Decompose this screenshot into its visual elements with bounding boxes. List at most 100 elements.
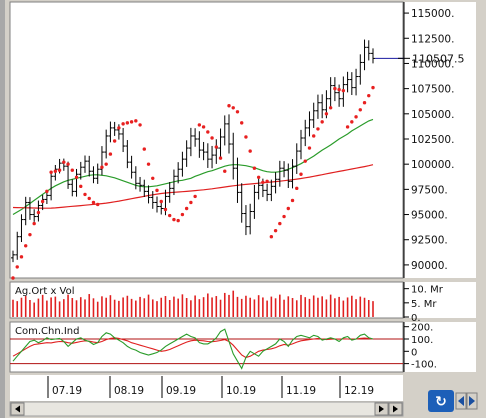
parabolic-sar-dot xyxy=(159,199,163,204)
ohlc-bar xyxy=(299,129,303,160)
parabolic-sar-dot xyxy=(197,123,202,127)
ohlc-bar xyxy=(328,77,333,108)
ohlc-bar xyxy=(112,121,117,136)
ohlc-bar xyxy=(176,162,181,184)
time-axis-label: 08.19 xyxy=(114,385,144,397)
moving-average-line-1 xyxy=(12,118,374,216)
parabolic-sar-dot xyxy=(32,221,36,226)
ohlc-bar xyxy=(231,132,236,180)
scroll-end-button[interactable] xyxy=(388,402,403,416)
window-left-edge xyxy=(0,0,5,418)
parabolic-sar-dot xyxy=(180,212,185,217)
ohlc-bar xyxy=(146,185,151,204)
ohlc-bar xyxy=(74,168,79,197)
ohlc-bar xyxy=(188,127,193,157)
ohlc-bar xyxy=(201,141,206,161)
parabolic-sar-dot xyxy=(155,188,159,193)
cci-y-axis: 200.100.0 -100. xyxy=(404,323,437,371)
ohlc-bar xyxy=(307,111,312,137)
price-y-tick-label: 115000. xyxy=(411,8,454,20)
parabolic-sar-dot xyxy=(278,221,282,226)
ohlc-bar xyxy=(290,159,295,189)
ohlc-bar xyxy=(23,196,28,226)
price-y-tick-label: 105000. xyxy=(411,109,454,121)
parabolic-sar-dot xyxy=(74,175,79,179)
parabolic-sar-dot xyxy=(371,85,375,90)
parabolic-sar-dot xyxy=(70,168,74,172)
scroll-right-button[interactable] xyxy=(374,402,389,416)
price-y-tick-label: 107500. xyxy=(411,84,454,96)
parabolic-sar-dot xyxy=(316,127,320,131)
ohlc-bar xyxy=(354,68,359,96)
cci-y-tick-label: 0 xyxy=(411,347,417,358)
price-y-tick-label: 97500. xyxy=(411,184,448,196)
arrow-left-icon xyxy=(15,405,20,413)
ohlc-bar xyxy=(99,146,104,176)
volume-bars xyxy=(12,290,374,317)
volume-y-tick-label: 5. Mr xyxy=(411,299,437,310)
nav-right-icon xyxy=(469,396,475,406)
price-panel[interactable] xyxy=(9,1,404,279)
ohlc-bar xyxy=(95,163,100,184)
parabolic-sar-dot xyxy=(112,139,117,143)
ohlc-bar xyxy=(256,178,261,200)
horizontal-scrollbar[interactable] xyxy=(9,401,404,417)
parabolic-sar-dot xyxy=(295,186,299,191)
price-y-tick-label: 95000. xyxy=(411,210,448,222)
ohlc-bar xyxy=(19,214,24,242)
ohlc-bar xyxy=(349,72,354,96)
ohlc-bar xyxy=(362,39,367,71)
ohlc-bar xyxy=(193,128,198,147)
volume-panel[interactable] xyxy=(9,281,404,319)
ohlc-bar xyxy=(49,171,54,201)
parabolic-sar-dot xyxy=(354,115,358,119)
price-axis-panel xyxy=(404,2,476,278)
parabolic-sar-dot xyxy=(57,168,62,172)
parabolic-sar-dot xyxy=(261,180,265,185)
parabolic-sar-dot xyxy=(231,106,235,110)
cci-title: Com.Chn.Ind xyxy=(15,326,80,337)
time-axis-label: 11.19 xyxy=(286,385,316,397)
parabolic-sar-dot xyxy=(121,122,125,126)
parabolic-sar-dot xyxy=(87,196,91,201)
cci-axis-panel xyxy=(404,322,476,372)
time-axis-labels: 07.19 08.19 09.19 10.19 11.19 12.19 xyxy=(47,376,374,398)
parabolic-sar-dot xyxy=(138,123,142,127)
current-price-marker: 110507.5 xyxy=(375,52,465,65)
parabolic-sar-dot xyxy=(218,156,223,160)
parabolic-sar-dot xyxy=(62,160,66,164)
parabolic-sar-dot xyxy=(176,218,180,223)
parabolic-sar-dot xyxy=(358,108,362,112)
volume-y-axis: 10. Mr 5. Mr 0. xyxy=(404,285,444,324)
parabolic-sar-dot xyxy=(172,217,176,222)
navigation-widget: ↻ xyxy=(428,390,478,412)
parabolic-sar-dot xyxy=(79,184,83,189)
nav-left-icon xyxy=(458,396,464,406)
refresh-button[interactable] xyxy=(428,390,454,412)
parabolic-sar-dot xyxy=(201,125,206,129)
parabolic-sar-dot xyxy=(227,104,231,108)
time-axis-label: 09.19 xyxy=(166,385,196,397)
ohlc-bar xyxy=(205,143,210,168)
parabolic-sar-dot xyxy=(290,198,295,203)
ohlc-bar xyxy=(121,127,126,153)
parabolic-sar-dot xyxy=(24,244,28,248)
parabolic-sar-dot xyxy=(163,207,168,212)
parabolic-sar-dot xyxy=(210,136,214,140)
parabolic-sar-dot xyxy=(337,87,341,92)
ohlc-bar xyxy=(273,172,278,194)
ohlc-bar xyxy=(83,155,87,173)
ohlc-bar xyxy=(243,205,248,236)
ohlc-bar xyxy=(303,119,308,147)
ohlc-bar xyxy=(277,160,282,187)
ohlc-bar xyxy=(184,140,189,167)
parabolic-sar-dot xyxy=(96,202,100,207)
ohlc-bar xyxy=(129,155,134,179)
parabolic-sar-dot xyxy=(282,214,286,219)
ohlc-bar xyxy=(366,40,371,61)
parabolic-sar-dot xyxy=(223,169,227,173)
ohlc-bar xyxy=(197,131,202,158)
scroll-left-button[interactable] xyxy=(10,402,25,416)
parabolic-sar-dot xyxy=(15,265,19,269)
parabolic-sar-dot xyxy=(100,165,104,169)
